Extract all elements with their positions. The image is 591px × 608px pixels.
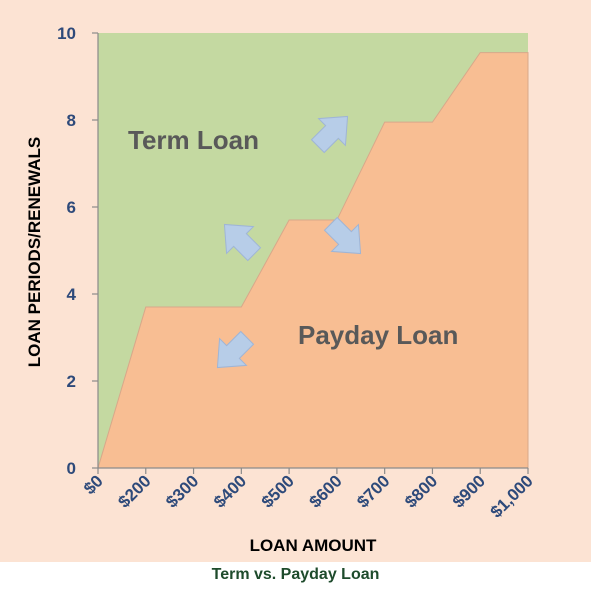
arrow-icon — [323, 216, 362, 255]
x-tick-label: $700 — [353, 471, 393, 511]
x-tick-label: $900 — [449, 471, 489, 511]
x-tick-label: $800 — [401, 471, 441, 511]
x-tick-label: $600 — [306, 471, 346, 511]
y-tick-label: 10 — [57, 24, 76, 43]
y-axis-title: LOAN PERIODS/RENEWALS — [25, 137, 44, 367]
arrow-icon — [310, 115, 349, 154]
arrow-icon — [223, 223, 262, 262]
y-tick-label: 0 — [67, 459, 76, 478]
x-tick-label: $1,000 — [487, 471, 537, 521]
x-tick-label: $400 — [210, 471, 250, 511]
x-tick-label: $500 — [258, 471, 298, 511]
x-tick-label: $300 — [162, 471, 202, 511]
x-tick-label: $0 — [80, 471, 107, 498]
y-tick-label: 8 — [67, 111, 76, 130]
y-tick-label: 4 — [67, 285, 77, 304]
chart-svg: 0 2 4 6 8 10 $0 $200 $300 $400 $500 $600 $700 $800 $90… — [25, 24, 537, 555]
payday-loan-area — [97, 52, 529, 469]
x-tick-label: $200 — [114, 471, 154, 511]
arrow-icon — [216, 330, 255, 369]
payday-loan-label: Payday Loan — [298, 320, 458, 350]
y-tick-label: 2 — [67, 372, 76, 391]
y-tick-label: 6 — [67, 198, 76, 217]
x-axis-title: LOAN AMOUNT — [250, 536, 377, 555]
chart-caption: Term vs. Payday Loan — [211, 566, 380, 583]
term-loan-label: Term Loan — [128, 125, 259, 155]
